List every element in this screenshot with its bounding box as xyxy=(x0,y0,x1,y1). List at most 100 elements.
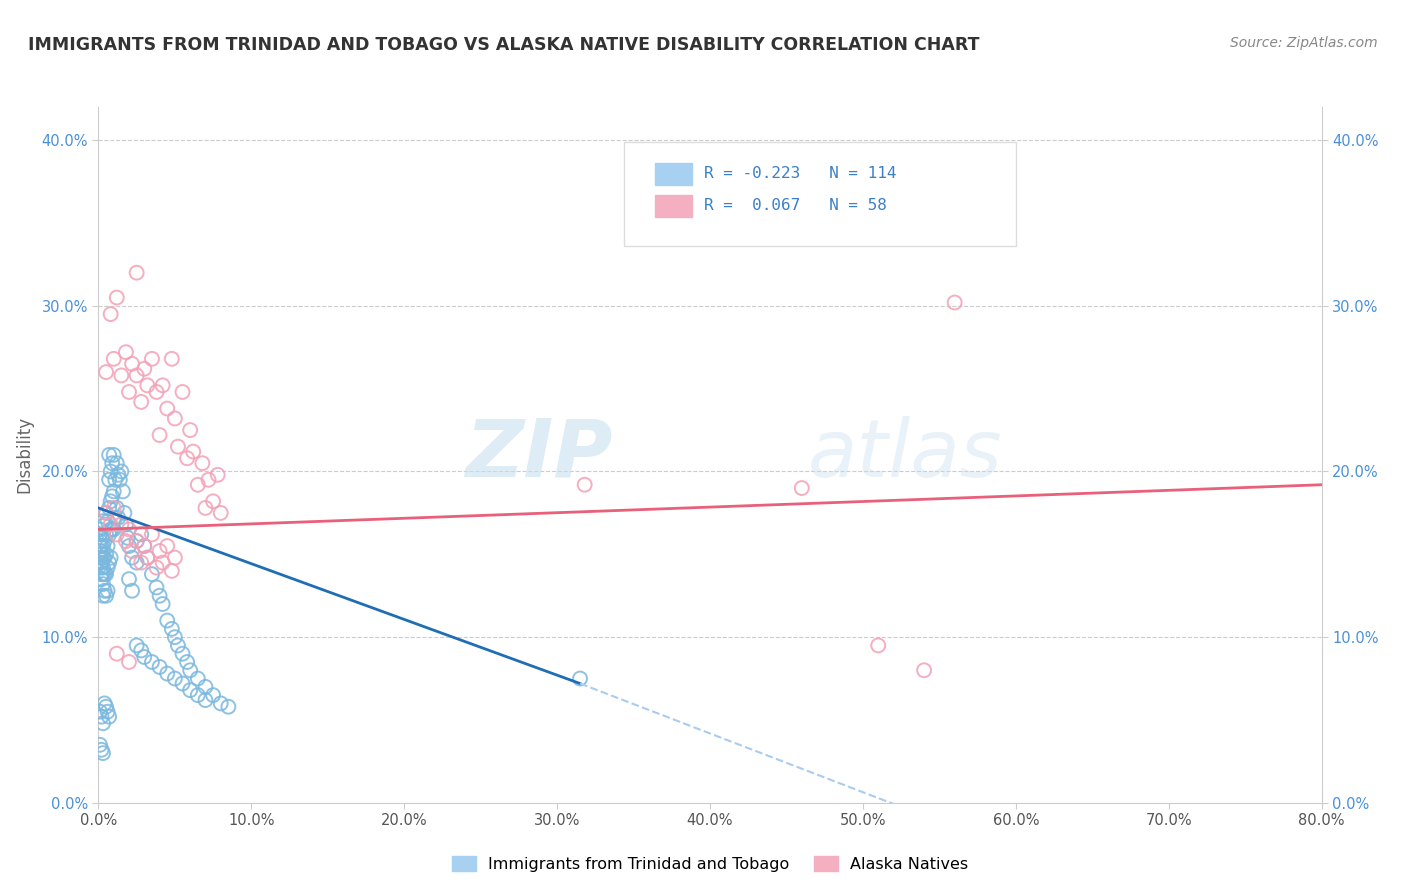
Point xyxy=(179,423,201,437)
Point xyxy=(156,401,179,416)
Point xyxy=(121,357,143,371)
Point xyxy=(111,484,134,499)
Point xyxy=(179,683,201,698)
Point xyxy=(100,465,122,479)
Point xyxy=(91,577,114,591)
Point xyxy=(90,560,112,574)
Point xyxy=(152,597,174,611)
Point xyxy=(187,672,209,686)
Point xyxy=(93,567,115,582)
Point xyxy=(107,511,129,525)
Point xyxy=(94,699,117,714)
Point xyxy=(105,500,128,515)
Point xyxy=(187,477,209,491)
Point xyxy=(912,663,935,677)
Point xyxy=(172,647,194,661)
Point xyxy=(89,738,111,752)
Point xyxy=(176,655,198,669)
Point xyxy=(179,663,201,677)
Point xyxy=(91,746,114,760)
Point xyxy=(121,544,143,558)
Point xyxy=(90,547,112,561)
Point xyxy=(100,550,122,565)
Point xyxy=(191,456,214,470)
Point xyxy=(156,539,179,553)
Point xyxy=(105,456,128,470)
Point xyxy=(105,527,128,541)
Point xyxy=(163,411,186,425)
Point xyxy=(101,523,124,537)
Point xyxy=(160,622,183,636)
Point xyxy=(103,484,125,499)
Point xyxy=(115,534,138,549)
Point xyxy=(93,697,115,711)
Point xyxy=(125,534,148,549)
Point xyxy=(100,517,122,532)
Point xyxy=(98,527,121,541)
Point xyxy=(141,567,163,582)
Point xyxy=(136,550,159,565)
Point xyxy=(121,550,143,565)
Point xyxy=(160,564,183,578)
Point xyxy=(136,378,159,392)
Point xyxy=(90,539,112,553)
Point xyxy=(97,560,120,574)
Point xyxy=(209,697,232,711)
Point xyxy=(98,709,121,723)
Point xyxy=(94,506,117,520)
Point xyxy=(98,556,121,570)
Point xyxy=(89,705,111,719)
Point xyxy=(104,473,127,487)
Point xyxy=(149,660,172,674)
Point xyxy=(129,556,152,570)
Point xyxy=(110,517,132,532)
Point xyxy=(156,666,179,681)
Point xyxy=(141,655,163,669)
Text: IMMIGRANTS FROM TRINIDAD AND TOBAGO VS ALASKA NATIVE DISABILITY CORRELATION CHAR: IMMIGRANTS FROM TRINIDAD AND TOBAGO VS A… xyxy=(28,36,980,54)
Point xyxy=(202,494,225,508)
Point xyxy=(197,473,219,487)
Point xyxy=(145,581,167,595)
Point xyxy=(89,544,111,558)
Point xyxy=(97,705,120,719)
Point xyxy=(134,650,156,665)
Point xyxy=(790,481,813,495)
Point xyxy=(90,550,112,565)
Point xyxy=(118,655,141,669)
Point xyxy=(90,567,112,582)
Point xyxy=(194,693,217,707)
Point xyxy=(125,266,148,280)
Point xyxy=(152,556,174,570)
Point xyxy=(98,500,121,515)
Point xyxy=(103,523,125,537)
Point xyxy=(91,567,114,582)
Point xyxy=(129,527,152,541)
Point xyxy=(108,473,131,487)
Y-axis label: Disability: Disability xyxy=(15,417,34,493)
Point xyxy=(90,556,112,570)
Point xyxy=(90,709,112,723)
Point xyxy=(145,384,167,399)
Point xyxy=(172,384,194,399)
Point xyxy=(141,527,163,541)
Point xyxy=(118,539,141,553)
Point xyxy=(187,688,209,702)
Point xyxy=(207,467,229,482)
Point xyxy=(91,560,114,574)
Point xyxy=(110,368,132,383)
Point xyxy=(91,539,114,553)
Point xyxy=(172,676,194,690)
Point xyxy=(91,514,114,528)
Point xyxy=(129,395,152,409)
Bar xyxy=(655,162,692,185)
Point xyxy=(115,345,138,359)
Text: atlas: atlas xyxy=(808,416,1002,494)
Point xyxy=(97,514,120,528)
Point xyxy=(89,558,111,573)
Point xyxy=(105,291,128,305)
Point xyxy=(91,716,114,731)
Point xyxy=(93,583,115,598)
Point xyxy=(100,523,122,537)
Point xyxy=(163,672,186,686)
Text: Source: ZipAtlas.com: Source: ZipAtlas.com xyxy=(1230,36,1378,50)
